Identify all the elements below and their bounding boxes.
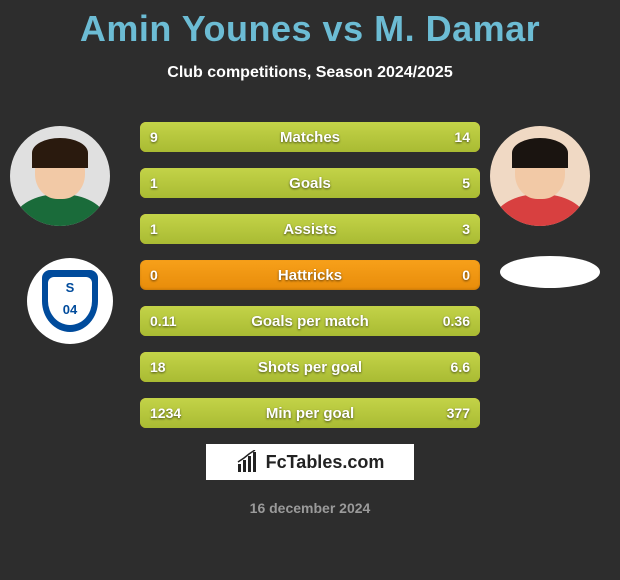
comparison-title: Amin Younes vs M. Damar bbox=[0, 0, 620, 50]
stat-label: Hattricks bbox=[140, 260, 480, 290]
stat-row: 186.6Shots per goal bbox=[140, 352, 480, 382]
chart-icon bbox=[236, 450, 260, 474]
stat-row: 914Matches bbox=[140, 122, 480, 152]
stat-label: Shots per goal bbox=[140, 352, 480, 382]
comparison-subtitle: Club competitions, Season 2024/2025 bbox=[0, 64, 620, 82]
player-right-avatar bbox=[490, 126, 590, 226]
stat-row: 15Goals bbox=[140, 168, 480, 198]
club-shield-text: S04 bbox=[48, 277, 92, 325]
footer-date: 16 december 2024 bbox=[0, 500, 620, 516]
stat-row: 13Assists bbox=[140, 214, 480, 244]
stat-label: Assists bbox=[140, 214, 480, 244]
footer-brand-text: FcTables.com bbox=[266, 452, 385, 473]
stat-row: 1234377Min per goal bbox=[140, 398, 480, 428]
footer-brand: FcTables.com bbox=[206, 444, 414, 480]
player-right-club-badge bbox=[500, 256, 600, 288]
stats-container: 914Matches 15Goals 13Assists 00Hattricks 0.1… bbox=[140, 122, 480, 444]
stat-row: 00Hattricks bbox=[140, 260, 480, 290]
stat-label: Goals bbox=[140, 168, 480, 198]
stat-label: Min per goal bbox=[140, 398, 480, 428]
player-left-avatar bbox=[10, 126, 110, 226]
avatar-hair bbox=[512, 138, 568, 168]
stat-label: Goals per match bbox=[140, 306, 480, 336]
avatar-hair bbox=[32, 138, 88, 168]
player-left-club-badge: S04 bbox=[27, 258, 113, 344]
stat-row: 0.110.36Goals per match bbox=[140, 306, 480, 336]
stat-label: Matches bbox=[140, 122, 480, 152]
